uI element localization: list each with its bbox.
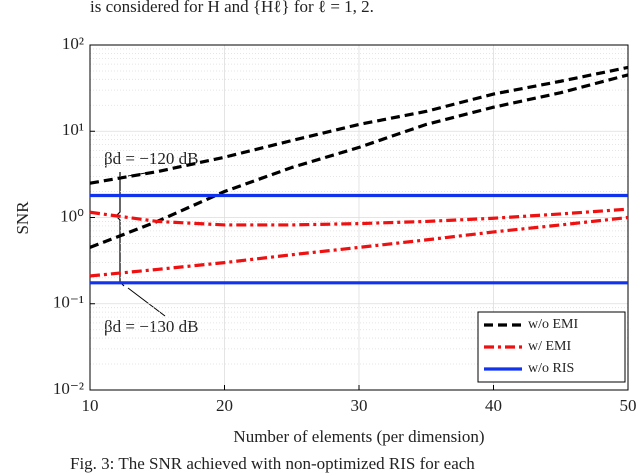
x-tick-label: 30 [351, 396, 368, 415]
y-tick-label: 10⁻² [53, 379, 84, 398]
header-text: is considered for H and {Hℓ} for ℓ = 1, … [90, 0, 374, 16]
legend-label: w/o RIS [528, 361, 574, 376]
x-tick-label: 50 [620, 396, 637, 415]
series-line [89, 65, 629, 185]
x-tick-label: 10 [82, 396, 99, 415]
annotation-bg [99, 318, 244, 340]
caption: Fig. 3: The SNR achieved with non-optimi… [70, 454, 475, 473]
y-tick-label: 10¹ [62, 120, 84, 139]
legend-label: w/o EMI [528, 317, 579, 332]
x-axis-label: Number of elements (per dimension) [233, 427, 484, 446]
annotation: βd = −130 dB [104, 317, 198, 336]
brace [115, 167, 125, 287]
series-line [89, 73, 629, 249]
annotation-bg [99, 150, 244, 172]
y-tick-label: 10⁻¹ [53, 293, 84, 312]
series-line [89, 215, 629, 278]
y-tick-label: 10² [62, 34, 84, 53]
y-axis-label: SNR [13, 201, 32, 235]
arrow [127, 287, 166, 317]
y-tick-label: 10⁰ [60, 206, 84, 225]
annotation: βd = −120 dB [104, 149, 198, 168]
x-tick-label: 20 [216, 396, 233, 415]
x-tick-label: 40 [485, 396, 502, 415]
series-line [89, 207, 629, 227]
legend-label: w/ EMI [528, 339, 572, 354]
